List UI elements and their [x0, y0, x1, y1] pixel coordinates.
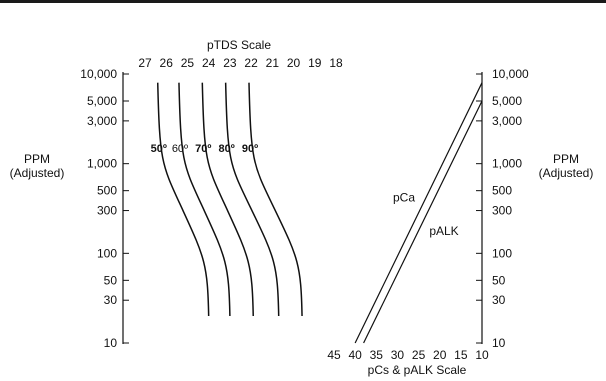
- temp-curve-2: [201, 82, 254, 317]
- bottom-axis-ticks: 45 40 35 30 25 20 15 10: [327, 348, 489, 362]
- top-tick-label-1: 26: [160, 56, 174, 70]
- top-tick-label-9: 18: [329, 56, 343, 70]
- temp-label-3: 80º: [219, 143, 235, 155]
- temp-label-4: 90º: [242, 143, 258, 155]
- temperature-labels: 50º 60º 70º 80º 90º: [151, 143, 259, 155]
- bottom-tick-label-0: 45: [327, 348, 341, 362]
- bottom-tick-label-7: 10: [475, 348, 489, 362]
- left-tick-label-0: 10,000: [80, 67, 117, 81]
- bottom-tick-label-6: 15: [454, 348, 468, 362]
- series-label-pCa: pCa: [393, 190, 415, 204]
- temp-curve-4: [248, 82, 303, 317]
- right-tick-label-4: 500: [492, 184, 512, 198]
- temp-curve-0: [156, 82, 210, 317]
- bottom-tick-label-2: 35: [370, 348, 384, 362]
- top-tick-label-6: 21: [266, 56, 280, 70]
- right-tick-label-9: 10: [492, 336, 506, 350]
- left-tick-label-5: 300: [97, 204, 117, 218]
- right-tick-label-6: 100: [492, 246, 512, 260]
- top-axis-title: pTDS Scale: [207, 38, 271, 52]
- series-line-pCa: [354, 82, 483, 344]
- top-tick-label-5: 22: [244, 56, 258, 70]
- left-tick-label-8: 30: [104, 293, 118, 307]
- series-label-pALK: pALK: [429, 224, 458, 238]
- bottom-tick-label-5: 20: [433, 348, 447, 362]
- top-tick-label-8: 19: [308, 56, 322, 70]
- bottom-axis-title: pCs & pALK Scale: [368, 363, 467, 377]
- bottom-tick-label-3: 30: [391, 348, 405, 362]
- top-tick-label-2: 25: [181, 56, 195, 70]
- left-tick-label-9: 10: [104, 336, 118, 350]
- left-tick-label-4: 500: [97, 184, 117, 198]
- left-axis-label-line1: PPM: [24, 152, 50, 166]
- right-tick-label-8: 30: [492, 293, 506, 307]
- right-tick-label-0: 10,000: [492, 67, 529, 81]
- temp-label-1: 60º: [172, 143, 188, 155]
- right-tick-label-1: 5,000: [492, 94, 522, 108]
- right-tick-label-7: 50: [492, 273, 506, 287]
- right-tick-label-3: 1,000: [492, 157, 522, 171]
- left-axis-ticks: 10,000 5,000 3,000 1,000 500 300 100 50 30 10: [80, 67, 129, 350]
- right-tick-label-2: 3,000: [492, 114, 522, 128]
- left-tick-label-7: 50: [104, 273, 118, 287]
- top-tick-label-0: 27: [138, 56, 152, 70]
- temp-curve-3: [224, 82, 280, 317]
- bottom-tick-label-4: 25: [412, 348, 426, 362]
- left-tick-label-6: 100: [97, 246, 117, 260]
- temp-label-0: 50º: [151, 143, 167, 155]
- left-tick-label-2: 3,000: [87, 114, 117, 128]
- temp-curve-1: [178, 82, 231, 317]
- top-tick-label-4: 23: [223, 56, 237, 70]
- top-tick-label-3: 24: [202, 56, 216, 70]
- temp-label-2: 70º: [195, 143, 211, 155]
- top-axis-ticks: 27 26 25 24 23 22 21 20 19 18: [138, 56, 343, 70]
- top-tick-label-7: 20: [287, 56, 301, 70]
- right-axis-ticks: 10,000 5,000 3,000 1,000 500 300 100 50 30 10: [476, 67, 529, 350]
- pca-palk-lines: pCa pALK: [354, 82, 483, 344]
- left-axis-label-line2: (Adjusted): [10, 166, 65, 180]
- top-rule: [0, 0, 606, 3]
- temperature-curves: [156, 82, 303, 317]
- bottom-tick-label-1: 40: [348, 348, 362, 362]
- right-tick-label-5: 300: [492, 204, 512, 218]
- left-tick-label-3: 1,000: [87, 157, 117, 171]
- series-line-pALK: [363, 100, 483, 344]
- right-axis-label-line2: (Adjusted): [539, 166, 594, 180]
- left-tick-label-1: 5,000: [87, 94, 117, 108]
- right-axis-label-line1: PPM: [553, 152, 579, 166]
